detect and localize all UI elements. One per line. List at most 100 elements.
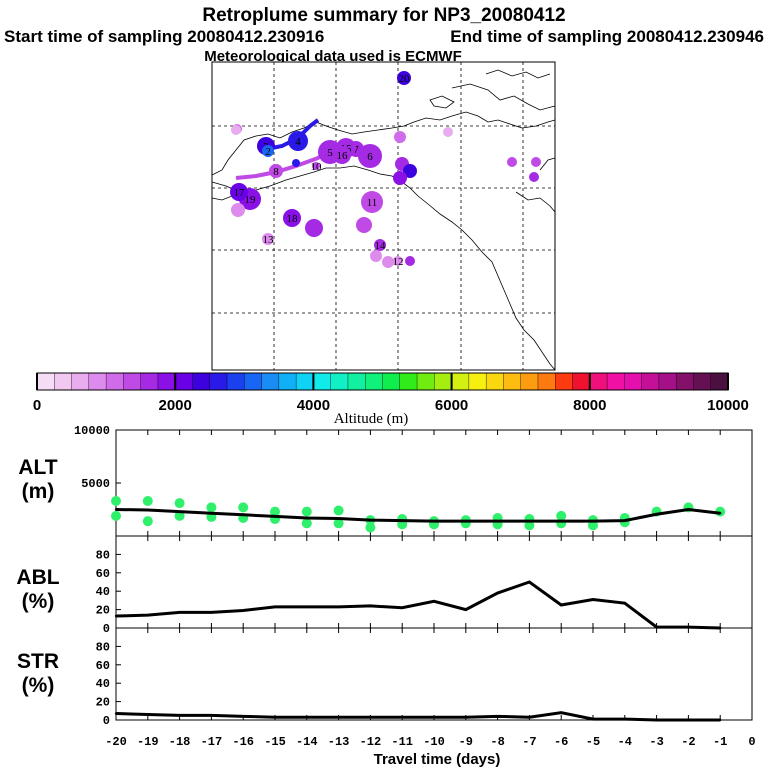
plume-marker: [393, 256, 403, 266]
colorbar-cell: [451, 372, 470, 391]
series-point: [496, 591, 499, 595]
plume-marker-label: 17: [234, 187, 246, 199]
colorbar-cell: [520, 372, 539, 391]
y-tick-label: 40: [96, 585, 110, 599]
x-tick-label: -16: [232, 735, 254, 749]
plume-marker-label: 18: [287, 213, 299, 225]
plume-marker: [262, 233, 274, 245]
colorbar-cell: [365, 372, 384, 391]
series-point: [464, 519, 467, 523]
colorbar-cell: [503, 372, 522, 391]
y-tick-label: 80: [96, 548, 110, 562]
plume-marker-label: 4: [295, 136, 301, 148]
plume-marker: [231, 203, 245, 217]
colorbar-tick-label: 2000: [159, 397, 192, 414]
altitude-cluster-point: [524, 520, 535, 531]
colorbar-cell: [330, 372, 349, 391]
colorbar-cell: [209, 372, 228, 391]
colorbar-cell: [416, 372, 436, 391]
str-panel: 80 60 40 20 0: [96, 628, 753, 728]
colorbar-cell: [278, 372, 297, 391]
map-frame: [211, 61, 556, 371]
altitude-cluster-point: [301, 518, 312, 529]
x-tick-label: 0: [748, 735, 755, 749]
series-point: [305, 605, 308, 609]
colorbar-cell: [606, 372, 626, 391]
series-point: [401, 606, 404, 609]
x-tick-label: -13: [328, 735, 350, 749]
plume-marker: [370, 250, 382, 262]
altitude-colorbar: 0 2000 4000 6000 8000 10000 Altitude (m): [33, 372, 749, 427]
altitude-cluster-point: [365, 522, 376, 533]
plume-marker: [283, 209, 301, 227]
x-tick-label: -8: [490, 735, 504, 749]
altitude-cluster-point: [206, 502, 217, 513]
colorbar-cell: [710, 372, 729, 391]
series-point: [242, 513, 245, 516]
plume-marker: [507, 157, 517, 167]
series-point: [273, 515, 277, 518]
colorbar-cell: [399, 372, 418, 391]
series-point: [623, 601, 626, 605]
plume-marker-label: 7: [353, 144, 359, 156]
plume-marker: [529, 172, 539, 182]
colorbar-cell: [226, 372, 245, 391]
series-point: [528, 580, 531, 584]
chart-title: Retroplume summary for NP3_20080412: [202, 5, 565, 26]
series-point: [496, 519, 499, 523]
plume-marker: [374, 239, 386, 251]
colorbar-cell: [468, 372, 487, 391]
alt-panel-label: ALT: [18, 456, 57, 479]
plume-marker: [288, 131, 308, 151]
y-tick-label: 40: [96, 677, 110, 691]
series-point: [114, 712, 118, 715]
abl-panel-frame: [115, 535, 753, 629]
colorbar-cell: [572, 372, 591, 391]
plume-marker-label: 5: [327, 147, 333, 159]
series-line: [115, 507, 721, 523]
series-point: [655, 513, 658, 516]
colorbar-tick-label: 8000: [573, 397, 606, 414]
colorbar-cell: [589, 372, 608, 391]
colorbar-cell: [347, 372, 366, 391]
series-point: [337, 605, 340, 609]
y-tick-label: 60: [96, 659, 110, 673]
alt-panel: 10000 5000: [74, 424, 753, 536]
x-tick-label: -2: [681, 735, 695, 749]
colorbar-cell: [555, 372, 574, 391]
plume-marker-label: 10: [311, 161, 323, 173]
series-point: [591, 519, 595, 523]
series-point: [178, 611, 181, 614]
y-tick-label: 20: [96, 696, 110, 710]
series-point: [210, 611, 213, 614]
plume-marker-label: 8: [273, 166, 279, 178]
plume-marker: [230, 183, 248, 201]
x-tick-label: -20: [105, 735, 127, 749]
altitude-cluster-point: [333, 505, 344, 516]
series-point: [623, 519, 626, 522]
altitude-cluster-point: [588, 520, 598, 531]
plume-marker: [361, 191, 383, 213]
series-point: [242, 609, 245, 612]
series-point: [146, 508, 149, 512]
series-point: [146, 713, 149, 716]
series-point: [178, 714, 181, 717]
series-point: [719, 718, 722, 722]
series-point: [337, 517, 340, 520]
series-point: [146, 613, 149, 617]
y-tick-label: 0: [103, 622, 110, 636]
plume-marker: [405, 256, 415, 266]
series-line: [115, 580, 721, 630]
altitude-cluster-point: [270, 506, 280, 517]
series-point: [432, 716, 436, 719]
abl-panel-label: ABL: [16, 566, 59, 589]
colorbar-cell: [71, 372, 90, 391]
series-point: [464, 716, 467, 719]
altitude-cluster-point: [301, 506, 312, 517]
x-tick-label: -9: [459, 735, 473, 749]
altitude-cluster-point: [142, 496, 153, 507]
plume-marker-label: 11: [367, 197, 378, 209]
plume-marker: [231, 125, 241, 135]
x-tick-label: -10: [423, 735, 445, 749]
